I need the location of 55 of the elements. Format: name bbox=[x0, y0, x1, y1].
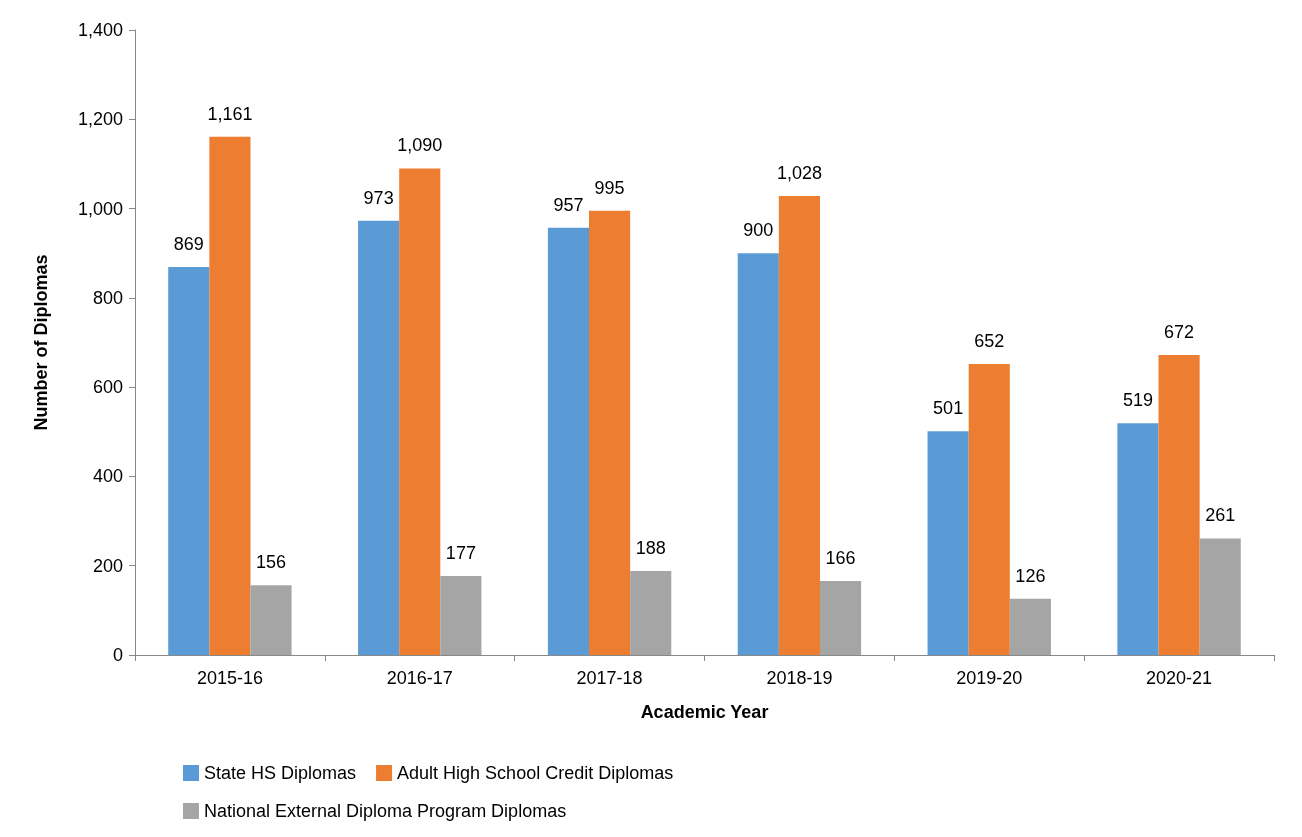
y-tick-label: 400 bbox=[92, 466, 123, 487]
data-label: 869 bbox=[173, 234, 204, 255]
bar bbox=[1117, 423, 1159, 655]
data-label: 652 bbox=[974, 330, 1005, 351]
bar bbox=[1199, 538, 1241, 655]
x-tick-label: 2019-20 bbox=[956, 668, 1023, 688]
x-tick-label: 2020-21 bbox=[1146, 668, 1213, 688]
data-label: 995 bbox=[594, 177, 625, 198]
legend-label: National External Diploma Program Diplomas bbox=[204, 801, 567, 821]
data-label: 1,161 bbox=[207, 103, 253, 124]
data-label: 1,090 bbox=[397, 135, 443, 156]
x-tick-label: 2015-16 bbox=[196, 668, 263, 688]
data-label: 177 bbox=[445, 542, 476, 563]
bar bbox=[1009, 598, 1051, 655]
bar bbox=[968, 363, 1010, 655]
legend-label: State HS Diplomas bbox=[204, 763, 357, 783]
data-label: 957 bbox=[553, 194, 584, 215]
data-label: 261 bbox=[1205, 505, 1236, 526]
bar bbox=[358, 220, 400, 655]
x-tick-label: 2018-19 bbox=[766, 668, 833, 688]
bar bbox=[440, 575, 482, 655]
bar bbox=[737, 253, 779, 655]
bar bbox=[589, 210, 631, 655]
y-axis-title: Number of Diplomas bbox=[31, 254, 51, 431]
y-tick-label: 200 bbox=[92, 555, 123, 576]
y-tick-label: 1,200 bbox=[77, 109, 123, 130]
data-label: 501 bbox=[933, 398, 964, 419]
data-label: 519 bbox=[1122, 390, 1153, 411]
data-label: 672 bbox=[1164, 322, 1195, 342]
data-label: 156 bbox=[256, 552, 287, 573]
data-label: 126 bbox=[1015, 565, 1046, 586]
y-tick-label: 0 bbox=[112, 645, 123, 665]
bar bbox=[250, 585, 292, 655]
bar bbox=[399, 168, 441, 655]
data-label: 900 bbox=[743, 220, 774, 241]
x-tick-label: 2016-17 bbox=[386, 668, 453, 688]
y-tick-label: 600 bbox=[92, 377, 123, 398]
y-tick-label: 1,400 bbox=[77, 20, 123, 40]
legend-label: Adult High School Credit Diplomas bbox=[397, 763, 674, 783]
bar bbox=[778, 196, 820, 655]
bar bbox=[168, 267, 210, 655]
x-tick-label: 2017-18 bbox=[576, 668, 643, 688]
bar bbox=[1158, 355, 1200, 655]
data-label: 1,028 bbox=[776, 163, 822, 184]
bar bbox=[819, 580, 862, 655]
bar bbox=[927, 431, 969, 655]
data-label: 188 bbox=[635, 538, 666, 559]
y-tick-label: 800 bbox=[92, 287, 123, 308]
bar bbox=[209, 136, 251, 655]
x-axis-title: Academic Year bbox=[640, 702, 769, 722]
data-label: 973 bbox=[363, 187, 394, 208]
data-label: 166 bbox=[825, 547, 856, 568]
bar bbox=[547, 227, 590, 655]
y-tick-label: 1,000 bbox=[77, 198, 123, 219]
bar bbox=[630, 571, 672, 655]
